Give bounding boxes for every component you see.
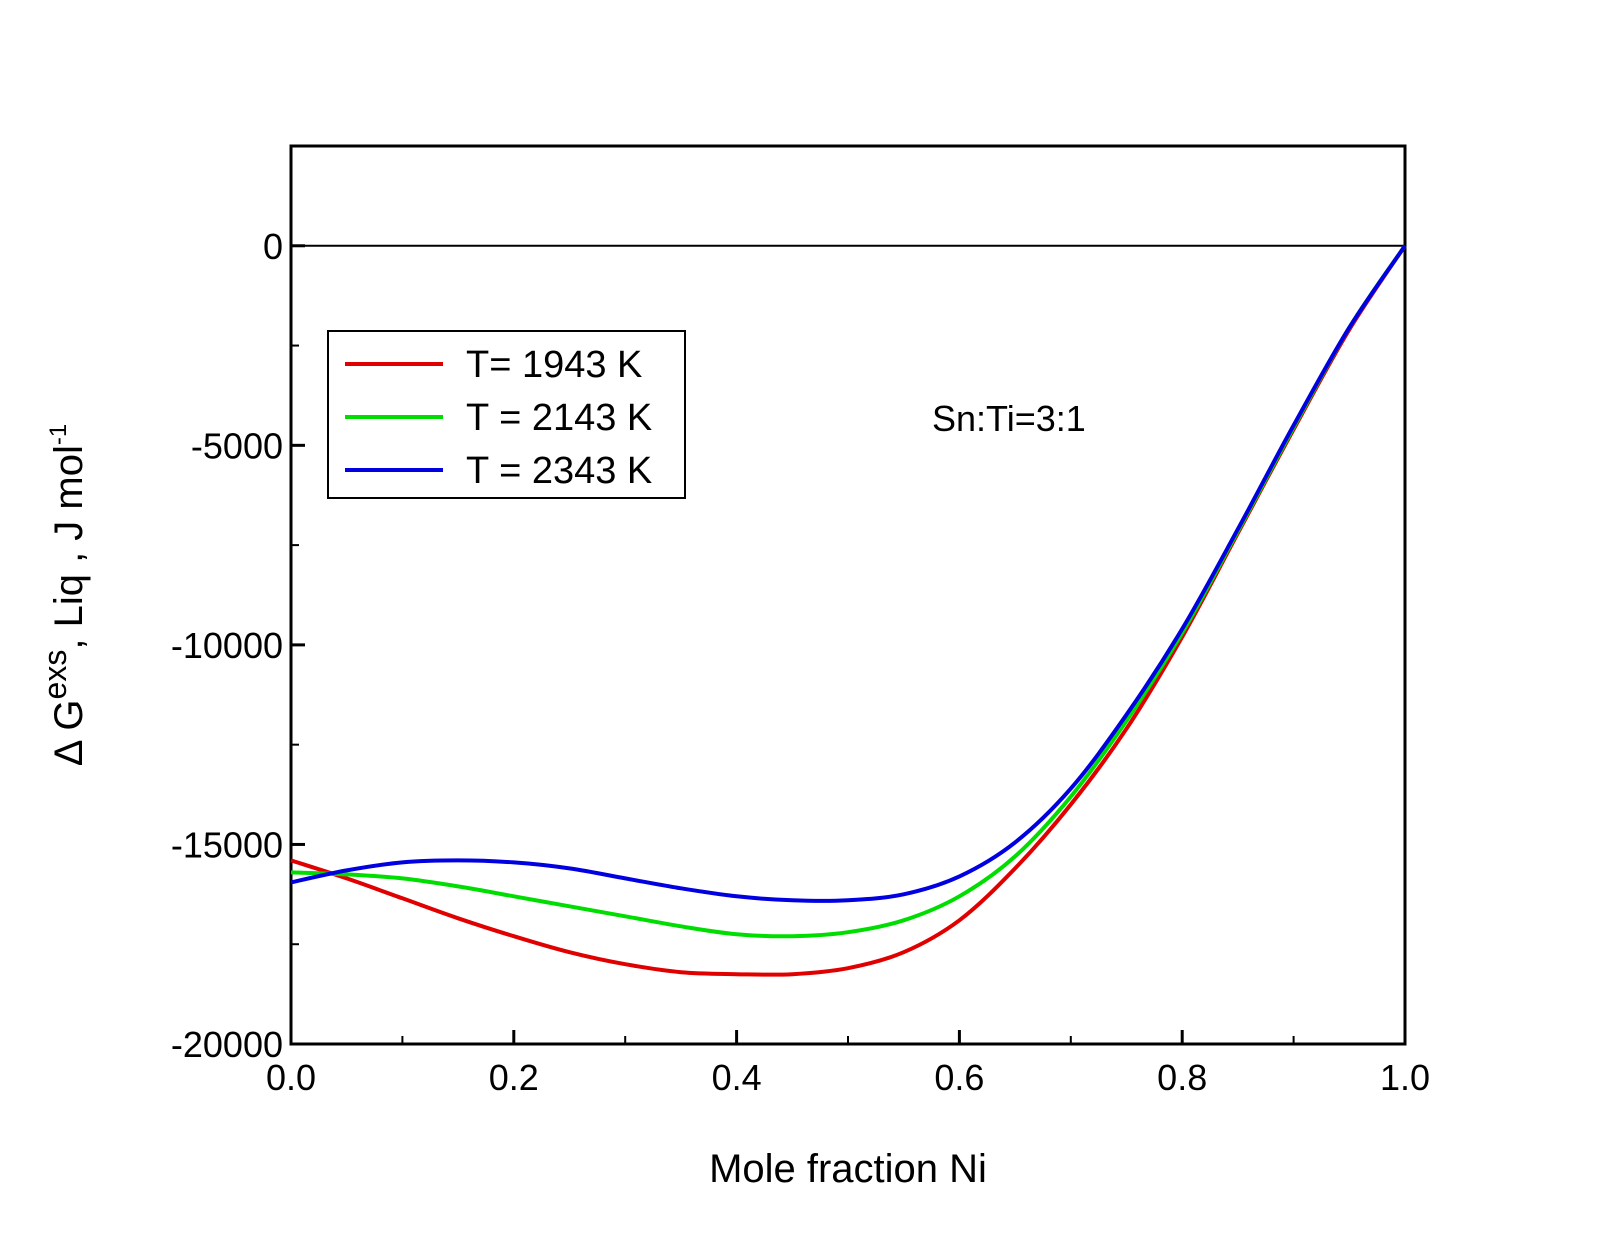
y-tick-label: -20000 — [171, 1024, 283, 1065]
y-tick-label: -10000 — [171, 625, 283, 666]
y-tick-label: -15000 — [171, 824, 283, 865]
y-tick-label: 0 — [263, 226, 283, 267]
legend-label-2343k: T = 2343 K — [466, 450, 652, 492]
composition-annotation: Sn:Ti=3:1 — [932, 398, 1086, 439]
x-tick-label: 0.6 — [934, 1057, 984, 1098]
x-tick-label: 0.2 — [489, 1057, 539, 1098]
series-line-2343k — [290, 244, 1407, 903]
legend: T= 1943 K T = 2143 K T = 2343 K — [327, 330, 686, 499]
x-axis-title: Mole fraction Ni — [709, 1147, 987, 1191]
plot-frame — [289, 144, 1407, 1046]
x-tick-label: 1.0 — [1380, 1057, 1430, 1098]
series-lines — [290, 244, 1407, 977]
x-tick-label: 0.8 — [1157, 1057, 1207, 1098]
x-tick-label: 0.0 — [266, 1057, 316, 1098]
y-axis-title-units: , J mol — [47, 445, 91, 574]
legend-label-1943k: T= 1943 K — [466, 344, 642, 386]
y-axis-title-superscript-exs: exs — [37, 650, 73, 700]
legend-label-2143k: T = 2143 K — [466, 397, 652, 439]
axis-tick-labels: 0.0 0.2 0.4 0.6 0.8 1.0 0 -5000 -10000 -15000 -200… — [171, 226, 1430, 1098]
y-tick-label: -5000 — [191, 425, 283, 466]
x-tick-label: 0.4 — [712, 1057, 762, 1098]
y-axis-title: Δ Gexs, Liq , J mol-1 — [37, 424, 91, 766]
y-axis-title-prefix: Δ G — [47, 699, 91, 766]
y-axis-title-superscript-units: -1 — [45, 424, 72, 445]
y-axis-title-liq: , Liq — [47, 574, 91, 650]
